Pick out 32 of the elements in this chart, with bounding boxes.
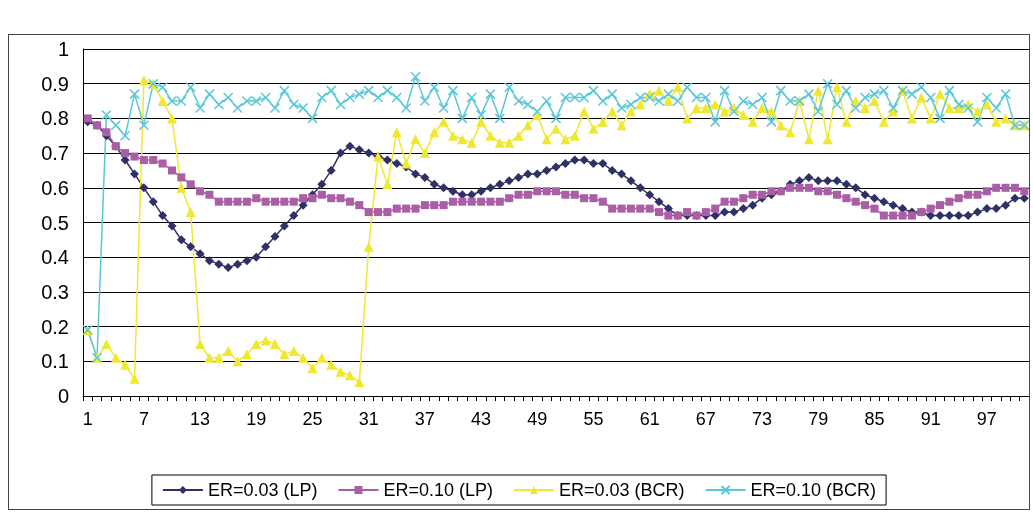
y-tick-label: 0 bbox=[57, 385, 69, 407]
legend-label: ER=0.03 (LP) bbox=[207, 480, 318, 500]
y-tick-label: 0.7 bbox=[41, 142, 69, 165]
x-tick-label: 73 bbox=[752, 409, 773, 429]
y-tick-label: 0.5 bbox=[41, 211, 69, 234]
x-tick-label: 19 bbox=[246, 409, 267, 429]
x-tick-label: 61 bbox=[639, 409, 660, 429]
x-tick-label: 25 bbox=[302, 409, 323, 429]
x-tick-label: 13 bbox=[190, 409, 211, 429]
legend-label: ER=0.10 (BCR) bbox=[750, 480, 877, 500]
x-tick-label: 67 bbox=[695, 409, 716, 429]
x-tick-label: 91 bbox=[920, 409, 941, 429]
y-tick-label: 0.4 bbox=[41, 246, 69, 269]
x-tick-label: 85 bbox=[864, 409, 885, 429]
x-tick-label: 31 bbox=[358, 409, 379, 429]
legend-label: ER=0.03 (BCR) bbox=[559, 480, 685, 500]
x-tick-label: 79 bbox=[808, 409, 829, 429]
x-tick-label: 97 bbox=[976, 409, 997, 429]
x-tick-label: 49 bbox=[527, 409, 548, 429]
y-tick-label: 0.3 bbox=[41, 280, 69, 303]
x-tick-label: 1 bbox=[82, 409, 93, 429]
y-tick-label: 0.2 bbox=[41, 315, 69, 338]
x-tick-label: 7 bbox=[138, 409, 149, 429]
y-tick-label: 0.8 bbox=[41, 107, 69, 130]
x-tick-label: 43 bbox=[471, 409, 492, 429]
x-tick-label: 55 bbox=[583, 409, 604, 429]
x-tick-label: 37 bbox=[414, 409, 435, 429]
legend-label: ER=0.10 (LP) bbox=[383, 480, 494, 500]
y-tick-label: 0.6 bbox=[41, 176, 69, 199]
y-tick-label: 0.1 bbox=[41, 350, 69, 373]
y-tick-label: 1 bbox=[57, 38, 69, 60]
y-tick-label: 0.9 bbox=[41, 72, 69, 95]
